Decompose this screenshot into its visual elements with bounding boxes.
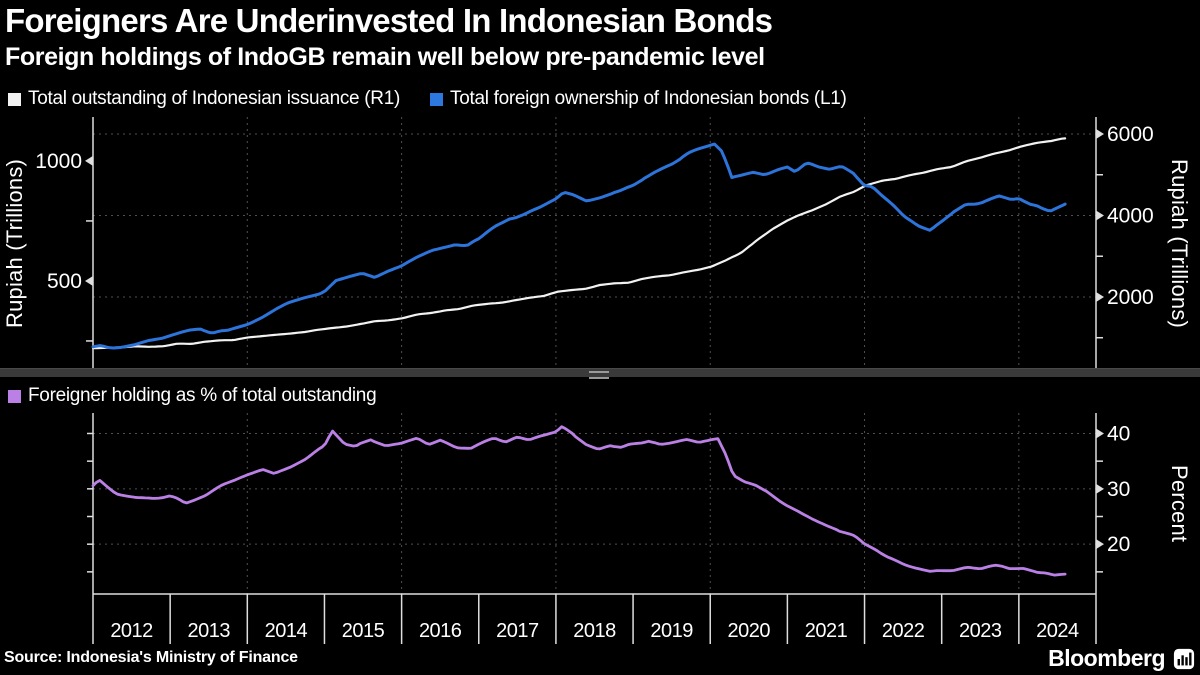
- chart-subtitle: Foreign holdings of IndoGB remain well b…: [5, 43, 765, 71]
- brand-logo: Bloomberg: [1048, 645, 1195, 672]
- right-axis-tick-label: 40: [1107, 422, 1130, 445]
- legend-swatch-purple: [8, 389, 21, 403]
- legend-label-total-outstanding: Total outstanding of Indonesian issuance…: [28, 88, 401, 109]
- legend-item-foreign-ownership[interactable]: Total foreign ownership of Indonesian bo…: [430, 88, 847, 110]
- x-axis-year-label: 2024: [1036, 620, 1079, 642]
- brand-wordmark: Bloomberg: [1048, 645, 1165, 671]
- right-axis-tick-label: 2000: [1107, 286, 1154, 309]
- series-line-total-outstanding-of-indonesian-issuance-r1: [91, 137, 1067, 350]
- right-axis-tick-label: 4000: [1107, 204, 1154, 227]
- x-axis-year-label: 2020: [728, 620, 771, 642]
- right-axis-title-bottom: Percent: [1167, 464, 1192, 543]
- legend-item-foreign-percent[interactable]: Foreigner holding as % of total outstand…: [8, 385, 377, 407]
- panel2-gridlines: [93, 413, 1096, 594]
- legend-swatch-white: [8, 92, 21, 106]
- panel1-axes: 2000 4000 6000 500 1000: [35, 117, 1154, 370]
- legend-label-foreign-ownership: Total foreign ownership of Indonesian bo…: [450, 88, 847, 109]
- legend-label-foreign-percent: Foreigner holding as % of total outstand…: [28, 385, 377, 406]
- x-axis-year-label: 2016: [419, 620, 462, 642]
- panel2-axes: 20 30 40: [87, 413, 1130, 594]
- right-axis-tick-label: 6000: [1107, 123, 1154, 146]
- right-axis-tick-label: 20: [1107, 533, 1130, 556]
- x-axis: 2012 2013 2014 2015 2016 2017 2018 2019 2020 2021…: [92, 593, 1097, 644]
- source-note: Source: Indonesia's Ministry of Finance: [4, 649, 298, 666]
- panel-divider[interactable]: [0, 368, 1200, 379]
- left-axis-title: Rupiah (Trillions): [2, 158, 27, 329]
- x-axis-year-label: 2017: [496, 620, 539, 642]
- panel1-gridlines: [93, 117, 1096, 370]
- divider-drag-handle[interactable]: [589, 371, 609, 379]
- right-axis-tick-label: 30: [1107, 478, 1130, 501]
- x-axis-year-label: 2012: [110, 620, 153, 642]
- bar-chart-icon: [1173, 648, 1195, 669]
- x-axis-year-label: 2015: [342, 620, 385, 642]
- chart-title: Foreigners Are Underinvested In Indonesi…: [5, 2, 773, 39]
- legend-swatch-blue: [430, 92, 444, 106]
- left-axis-tick-label: 1000: [35, 150, 82, 173]
- series-line-foreigner-holding-as-of-total-outstanding: [91, 425, 1067, 577]
- x-axis-year-label: 2013: [187, 620, 230, 642]
- top-panel-legend: Total outstanding of Indonesian issuance…: [8, 88, 847, 110]
- bottom-panel-legend: Foreigner holding as % of total outstand…: [8, 385, 377, 407]
- x-axis-year-label: 2014: [265, 620, 308, 642]
- series-line-total-foreign-ownership-of-indonesian-bonds-l1: [91, 142, 1067, 350]
- x-axis-year-label: 2018: [573, 620, 616, 642]
- x-axis-year-label: 2023: [959, 620, 1002, 642]
- right-axis-title-top: Rupiah (Trillions): [1167, 158, 1192, 329]
- x-axis-year-label: 2019: [650, 620, 693, 642]
- x-axis-year-label: 2022: [882, 620, 925, 642]
- legend-item-total-outstanding[interactable]: Total outstanding of Indonesian issuance…: [8, 88, 400, 110]
- left-axis-tick-label: 500: [47, 270, 82, 293]
- x-axis-year-label: 2021: [805, 620, 848, 642]
